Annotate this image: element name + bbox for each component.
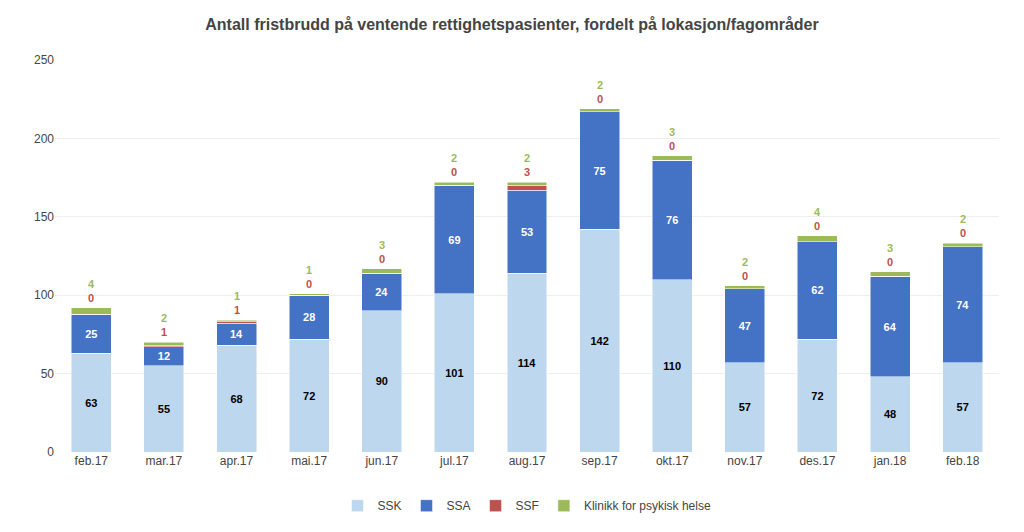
svg-text:25: 25 [85,328,97,340]
svg-text:150: 150 [34,210,54,224]
svg-text:des.17: des.17 [799,454,835,468]
svg-text:142: 142 [590,335,608,347]
svg-text:3: 3 [669,126,675,138]
svg-text:2: 2 [597,79,603,91]
svg-text:4: 4 [88,278,95,290]
svg-text:Klinikk for psykisk helse: Klinikk for psykisk helse [584,499,711,513]
svg-text:53: 53 [521,226,533,238]
svg-text:0: 0 [814,220,820,232]
svg-text:72: 72 [811,390,823,402]
svg-text:74: 74 [956,299,969,311]
svg-text:200: 200 [34,132,54,146]
svg-text:0: 0 [597,93,603,105]
svg-text:55: 55 [158,403,170,415]
svg-text:69: 69 [448,234,460,246]
svg-text:63: 63 [85,397,97,409]
svg-text:101: 101 [445,367,463,379]
svg-text:50: 50 [41,367,55,381]
svg-text:3: 3 [524,166,530,178]
svg-text:0: 0 [379,253,385,265]
svg-text:0: 0 [669,140,675,152]
svg-text:0: 0 [742,270,748,282]
svg-text:2: 2 [960,213,966,225]
svg-text:2: 2 [524,152,530,164]
svg-text:SSK: SSK [378,499,402,513]
svg-text:2: 2 [742,256,748,268]
svg-text:feb.18: feb.18 [946,454,980,468]
svg-text:nov.17: nov.17 [727,454,762,468]
svg-text:mai.17: mai.17 [291,454,327,468]
svg-text:1: 1 [234,304,240,316]
svg-text:aug.17: aug.17 [509,454,546,468]
svg-text:2: 2 [451,152,457,164]
svg-text:0: 0 [306,278,312,290]
svg-text:sep.17: sep.17 [582,454,618,468]
svg-text:110: 110 [663,360,681,372]
svg-text:2: 2 [161,312,167,324]
svg-text:12: 12 [158,350,170,362]
svg-text:68: 68 [230,393,242,405]
svg-text:90: 90 [376,375,388,387]
svg-text:76: 76 [666,214,678,226]
svg-text:feb.17: feb.17 [75,454,109,468]
svg-text:0: 0 [887,256,893,268]
svg-text:1: 1 [234,290,240,302]
svg-text:250: 250 [34,53,54,67]
svg-text:57: 57 [957,401,969,413]
svg-text:57: 57 [739,401,751,413]
svg-text:jun.17: jun.17 [364,454,398,468]
svg-text:0: 0 [88,292,94,304]
svg-text:mar.17: mar.17 [146,454,183,468]
svg-text:0: 0 [451,166,457,178]
svg-text:3: 3 [379,239,385,251]
svg-text:4: 4 [814,206,821,218]
svg-text:28: 28 [303,311,315,323]
svg-text:Antall fristbrudd på ventende: Antall fristbrudd på ventende rettighets… [205,16,818,33]
svg-text:1: 1 [306,264,312,276]
svg-text:48: 48 [884,408,896,420]
svg-text:SSF: SSF [516,499,539,513]
svg-text:1: 1 [161,326,167,338]
svg-text:47: 47 [739,320,751,332]
svg-text:62: 62 [811,284,823,296]
svg-text:75: 75 [593,165,605,177]
svg-text:72: 72 [303,390,315,402]
svg-text:64: 64 [884,321,897,333]
svg-text:okt.17: okt.17 [656,454,689,468]
svg-text:24: 24 [375,286,388,298]
svg-text:jul.17: jul.17 [439,454,469,468]
svg-text:14: 14 [230,328,243,340]
svg-text:SSA: SSA [447,499,471,513]
svg-text:100: 100 [34,288,54,302]
svg-text:3: 3 [887,242,893,254]
svg-text:apr.17: apr.17 [220,454,254,468]
svg-text:114: 114 [518,357,537,369]
svg-text:0: 0 [47,445,54,459]
svg-text:0: 0 [960,227,966,239]
svg-text:jan.18: jan.18 [873,454,907,468]
